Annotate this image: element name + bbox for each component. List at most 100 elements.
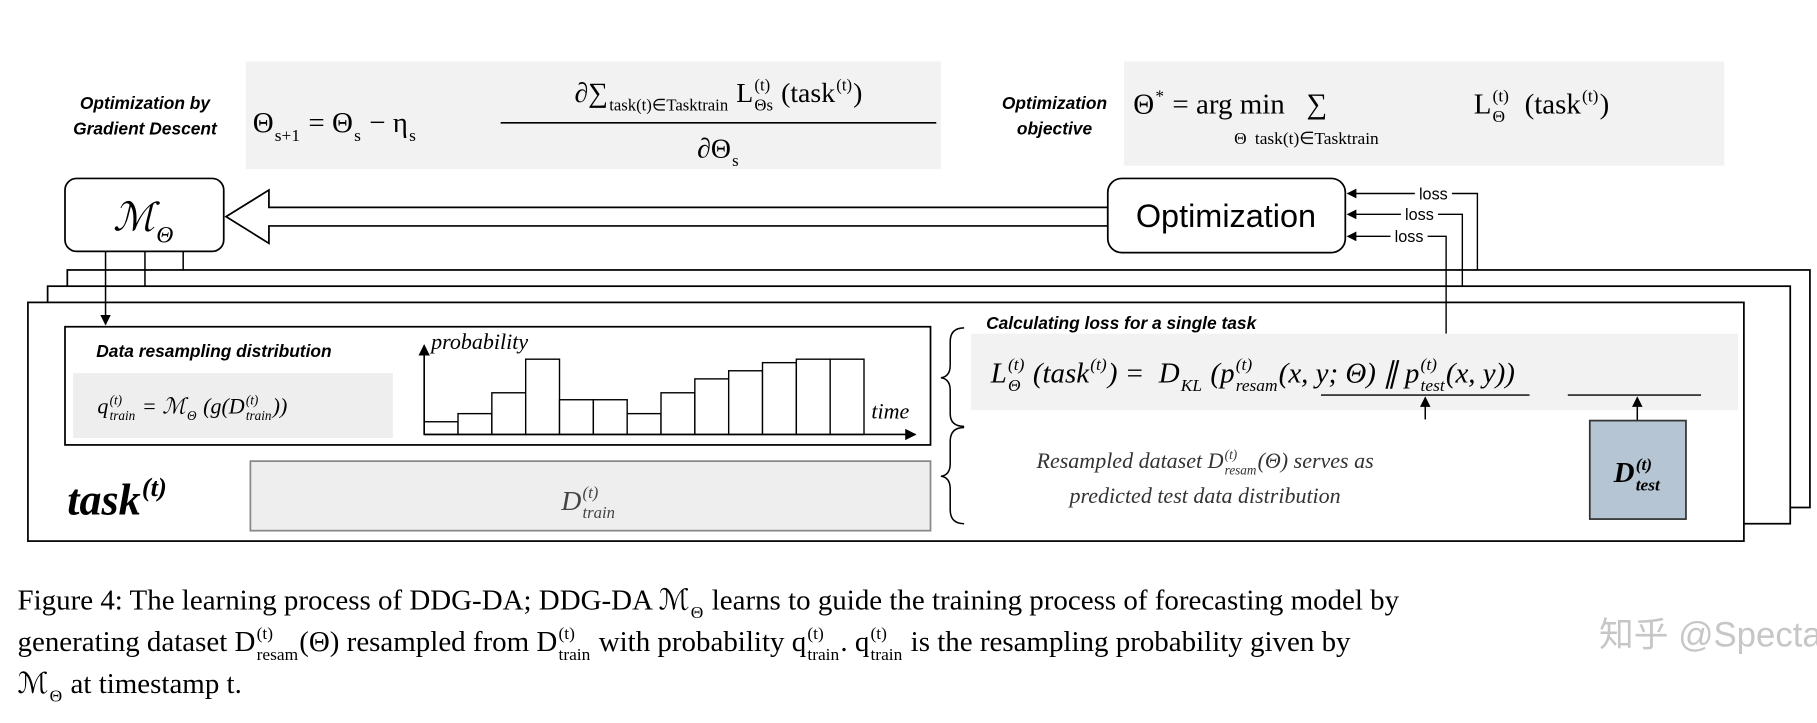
loss-formula: (t) xyxy=(1008,355,1025,374)
q-formula: q xyxy=(97,394,108,419)
d-train-label: (t) xyxy=(583,483,599,502)
objective-formula: (task xyxy=(1525,89,1582,121)
optimization-box xyxy=(1106,177,1347,254)
resampled-note: resam xyxy=(1225,463,1257,478)
d-test-label: D xyxy=(1613,457,1635,489)
q-formula: (g( xyxy=(198,394,231,419)
d-test-label: D (t) test xyxy=(1613,455,1661,495)
gd-denominator: ∂ xyxy=(697,134,711,165)
caption-line: (t) xyxy=(559,624,576,643)
objective-formula: = xyxy=(1165,89,1196,121)
q-formula: (t) xyxy=(246,392,258,407)
caption-line: at timestamp t. xyxy=(63,668,242,700)
gd-numerator: ∂ ∑ task(t)∈Tasktrain L (t)Θs (task (t)) xyxy=(575,75,863,114)
caption-line: train xyxy=(807,645,839,664)
loss-formula: p xyxy=(1218,357,1234,389)
task-label: (t) xyxy=(142,472,167,502)
axis-label: probability xyxy=(429,329,528,354)
caption-line: Θ xyxy=(50,687,63,706)
loss-label-bg xyxy=(1400,206,1439,223)
resampled-note: D xyxy=(1207,448,1224,473)
gd-numerator: (t) xyxy=(754,75,770,94)
label: Optimization by xyxy=(80,93,212,113)
resampled-note: Resampled dataset xyxy=(1036,448,1208,473)
objective-formula: ) xyxy=(1600,89,1610,121)
brace xyxy=(940,327,965,428)
loss-formula: ) = xyxy=(1106,357,1159,389)
loss-formula: (t) xyxy=(1236,355,1253,374)
d-train-label: D xyxy=(560,486,581,517)
gd-numerator: (task xyxy=(781,78,835,109)
section-title: Data resampling distribution xyxy=(96,341,331,361)
gd-denominator: s xyxy=(732,151,739,170)
gd-lhs: − xyxy=(362,107,393,139)
loss-formula: Θ xyxy=(1008,376,1021,395)
q-formula: = xyxy=(136,394,162,419)
illustrative-histogram xyxy=(423,358,865,436)
model-label: ℳ xyxy=(113,196,160,240)
optimization-label: Optimization xyxy=(1136,198,1316,234)
q-formula: train xyxy=(246,408,272,423)
loss-formula: L xyxy=(990,357,1007,389)
loss-formula: ( xyxy=(1203,357,1222,389)
caption-line: q xyxy=(792,626,806,658)
watermark: 知乎 @Spectator xyxy=(1599,616,1817,655)
loss-label-bg xyxy=(1390,228,1428,245)
loss-label-bg xyxy=(1414,185,1452,202)
q-formula: )) xyxy=(271,394,288,419)
gd-numerator xyxy=(774,78,781,109)
loss-formula: (x, y; Θ) ∥ xyxy=(1279,357,1405,389)
d-train-box xyxy=(249,460,932,532)
objective-formula: (t) xyxy=(1582,86,1599,105)
caption-line: (t) xyxy=(807,624,824,643)
gd-denominator: Θ xyxy=(711,134,731,165)
resampled-note: predicted test data distribution xyxy=(1068,483,1341,508)
caption-line: D xyxy=(235,626,256,658)
label: Optimization xyxy=(1002,93,1107,113)
loss-formula: (t) xyxy=(1421,355,1438,374)
loss-formula: KL xyxy=(1180,376,1202,395)
q-formula: ℳ xyxy=(162,394,189,419)
gd-lhs: Θ xyxy=(332,107,353,139)
gd-lhs: s xyxy=(409,126,416,145)
caption-line: learns to guide the training process of … xyxy=(704,584,1399,616)
caption-line: train xyxy=(870,645,902,664)
caption-line: Figure 4: The learning process of DDG-DA… xyxy=(17,584,1399,622)
objective-formula: Θ xyxy=(1493,107,1506,126)
d-test-label: test xyxy=(1636,476,1661,495)
update-arrow xyxy=(224,188,1109,245)
loss-formula xyxy=(1026,357,1033,389)
loss-label: loss xyxy=(1419,185,1448,203)
label: objective xyxy=(1017,118,1093,138)
model-label: Θ xyxy=(156,222,173,248)
loss-label: loss xyxy=(1405,206,1434,224)
objective-formula: ∑ xyxy=(1306,89,1327,121)
objective-formula xyxy=(1285,89,1307,121)
loss-formula: (t) xyxy=(1090,355,1107,374)
caption-line: (t) xyxy=(257,624,274,643)
gd-lhs: = xyxy=(301,107,332,139)
caption-line: q xyxy=(855,626,869,658)
q-formula: (t) xyxy=(110,392,122,407)
d-test-label: (t) xyxy=(1636,455,1652,474)
caption-line: Θ xyxy=(691,603,704,622)
caption-line: ℳ xyxy=(659,584,690,616)
q-box xyxy=(73,373,393,438)
section-title: Calculating loss for a single task xyxy=(986,313,1257,333)
gd-lhs: s xyxy=(354,126,361,145)
objective-formula: (t) xyxy=(1493,86,1510,105)
loss-formula-box xyxy=(971,333,1739,411)
caption-line: (t) xyxy=(870,624,887,643)
gd-lhs: s+1 xyxy=(275,126,300,145)
gd-numerator: ∂ xyxy=(575,78,589,109)
loss-formula: D xyxy=(1158,357,1180,389)
caption-line: resam xyxy=(257,645,299,664)
objective-formula: arg min xyxy=(1196,89,1285,121)
loss-formula: L (t)Θ (task (t)) = D KL (p (t)resam (x, y; Θ… xyxy=(990,355,1515,395)
